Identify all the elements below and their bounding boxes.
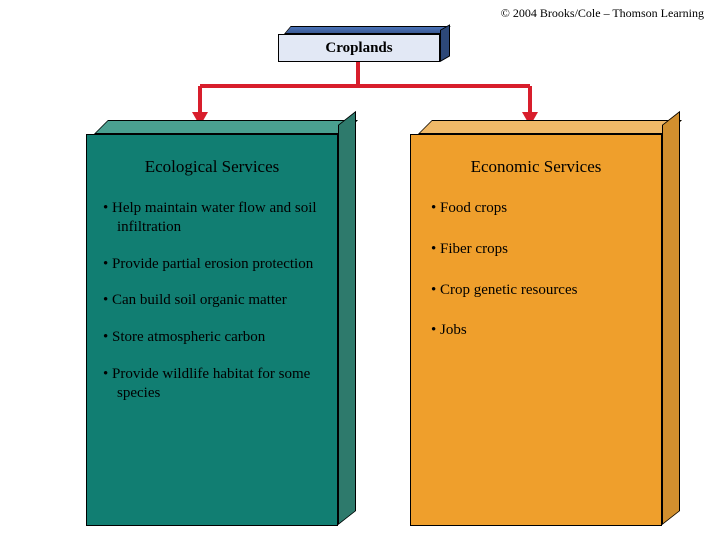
root-side-face: [440, 24, 450, 62]
economic-services-column: Economic Services • Food crops • Fiber c…: [410, 120, 660, 525]
economic-items: • Food crops • Fiber crops • Crop geneti…: [427, 199, 645, 340]
list-item: • Jobs: [427, 321, 645, 340]
col-top-face: [418, 120, 682, 134]
root-node: Croplands: [278, 26, 438, 62]
col-front-face: Ecological Services • Help maintain wate…: [86, 134, 338, 526]
list-item: • Help maintain water flow and soil infi…: [103, 199, 321, 237]
list-item: • Fiber crops: [427, 240, 645, 259]
col-front-face: Economic Services • Food crops • Fiber c…: [410, 134, 662, 526]
col-side-face: [338, 111, 356, 525]
list-item: • Provide partial erosion protection: [103, 255, 321, 274]
list-item: • Can build soil organic matter: [103, 291, 321, 310]
list-item: • Crop genetic resources: [427, 281, 645, 300]
col-top-face: [94, 120, 358, 134]
ecological-items: • Help maintain water flow and soil infi…: [103, 199, 321, 402]
column-title: Economic Services: [427, 157, 645, 177]
list-item: • Food crops: [427, 199, 645, 218]
ecological-services-column: Ecological Services • Help maintain wate…: [86, 120, 336, 525]
root-top-face: [284, 26, 451, 34]
list-item: • Store atmospheric carbon: [103, 328, 321, 347]
copyright-text: © 2004 Brooks/Cole – Thomson Learning: [501, 6, 704, 21]
column-title: Ecological Services: [103, 157, 321, 177]
col-side-face: [662, 111, 680, 525]
root-label: Croplands: [278, 34, 440, 62]
list-item: • Provide wildlife habitat for some spec…: [103, 365, 321, 403]
